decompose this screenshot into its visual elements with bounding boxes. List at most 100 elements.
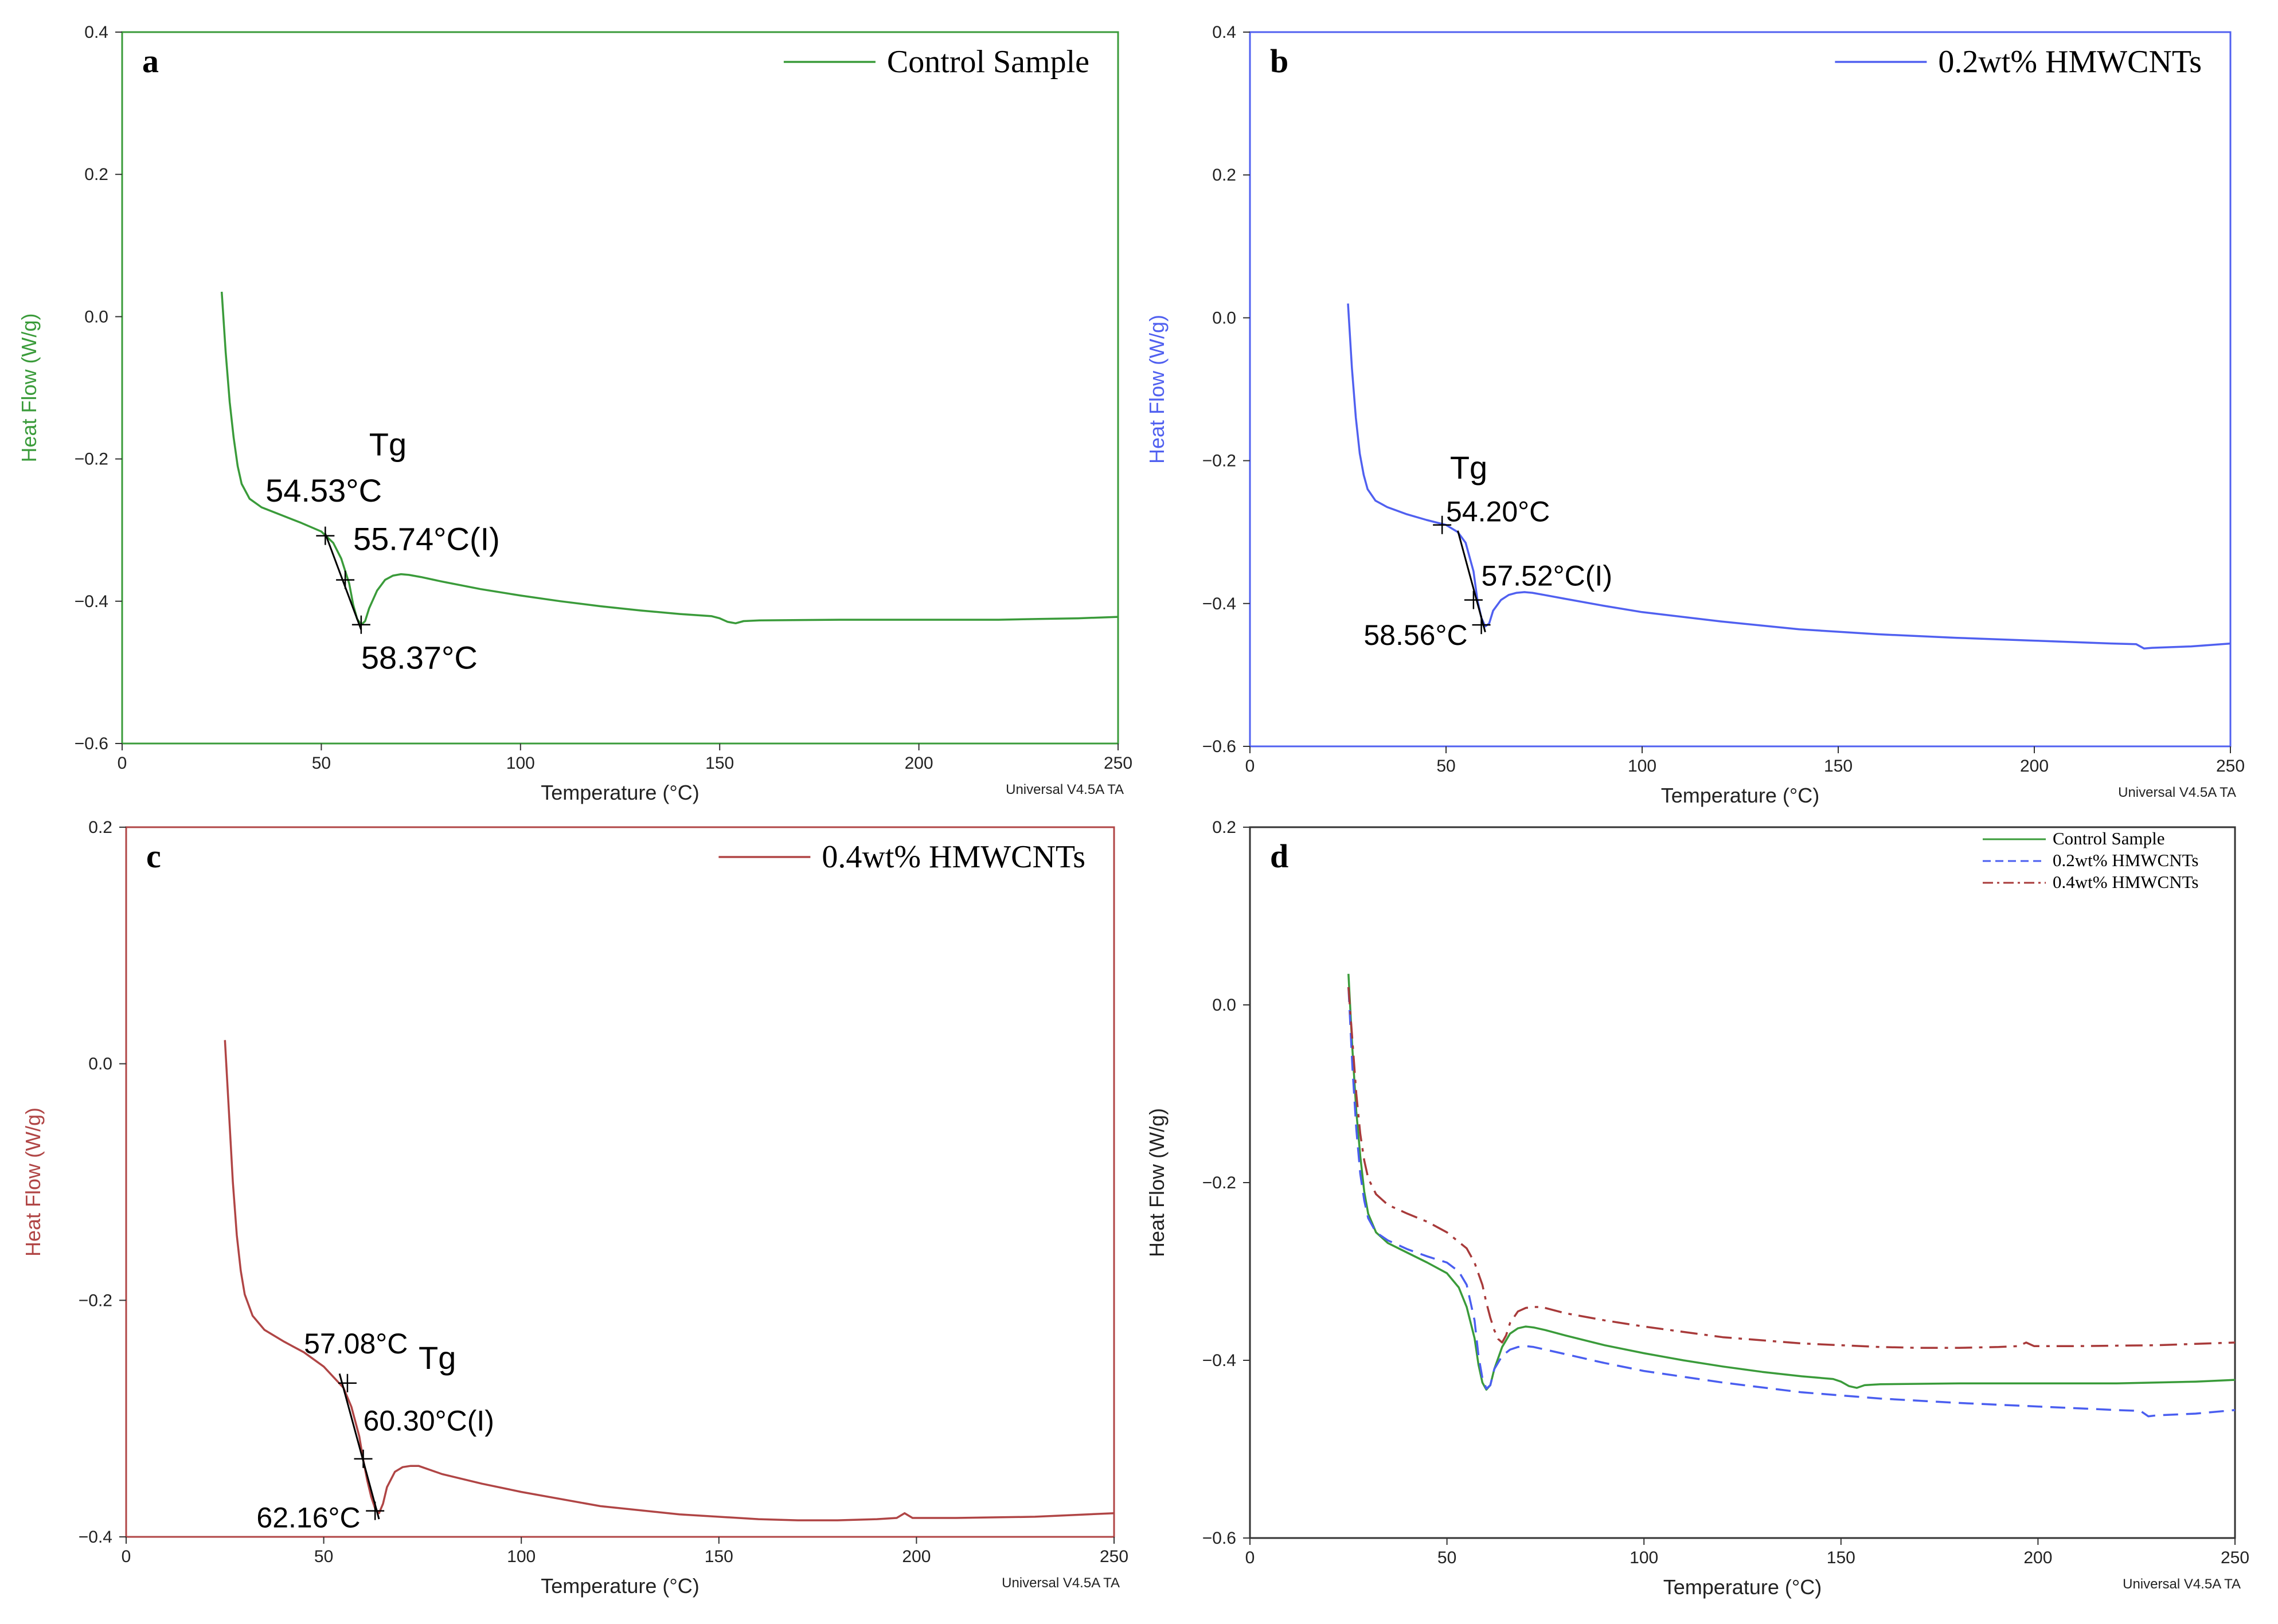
- plot-frame: [121, 31, 1119, 745]
- y-tick-label: 0.0: [84, 307, 108, 326]
- x-tick-label: 200: [902, 1547, 931, 1566]
- series-line-0-2wt-hmwcnts: [1347, 303, 2231, 650]
- legend-label: 0.2wt% HMWCNTs: [1938, 44, 2202, 80]
- plot-frame: [1249, 31, 2232, 748]
- x-tick-label: 0: [1245, 757, 1255, 776]
- x-tick-label: 50: [312, 754, 331, 773]
- x-tick-label: 50: [1437, 1548, 1456, 1567]
- legend-label: 0.4wt% HMWCNTs: [822, 839, 1085, 875]
- series-line-0-2wt-hmwcnts: [1347, 987, 2236, 1418]
- x-tick-label: 150: [1827, 1548, 1855, 1567]
- x-tick-label: 100: [506, 754, 535, 773]
- x-tick-label: 200: [2020, 757, 2049, 776]
- chart-panel-a: 0 50 100 150 200 250 −0.6 −0.4 −0.2 0.0 0.2 0.4 Temp…: [17, 23, 1132, 804]
- panel-label: b: [1270, 42, 1288, 80]
- y-tick-label: 0.4: [1212, 23, 1236, 42]
- annotation-label: 55.74°C(I): [353, 521, 500, 557]
- tg-marker: [336, 570, 355, 589]
- y-tick-label: −0.4: [75, 592, 108, 611]
- annotation-label: 58.56°C: [1363, 619, 1467, 651]
- y-tick-label: −0.4: [79, 1528, 112, 1547]
- x-axis-title: Temperature (°C): [1663, 1575, 1822, 1599]
- y-tick-label: 0.2: [88, 818, 112, 837]
- plot-frame: [1249, 826, 2236, 1539]
- y-tick-label: −0.4: [1202, 594, 1236, 613]
- x-tick-label: 200: [905, 754, 933, 773]
- x-tick-label: 250: [2221, 1548, 2249, 1567]
- x-tick-label: 100: [1630, 1548, 1658, 1567]
- y-tick-label: 0.0: [1212, 996, 1236, 1015]
- annotation-label: 62.16°C: [256, 1501, 360, 1533]
- y-tick-label: −0.2: [79, 1291, 112, 1310]
- x-tick-label: 50: [1436, 757, 1455, 776]
- plot-frame: [125, 826, 1115, 1538]
- tg-marker: [338, 1373, 357, 1392]
- tg-marker: [354, 1449, 373, 1468]
- panel-label: c: [146, 838, 161, 875]
- tg-tangent-line: [1457, 530, 1486, 633]
- x-tick-label: 250: [2216, 757, 2245, 776]
- x-tick-label: 0: [118, 754, 127, 773]
- annotation-label: 60.30°C(I): [364, 1404, 494, 1437]
- y-tick-label: −0.6: [1202, 737, 1236, 756]
- y-axis-title: Heat Flow (W/g): [1145, 315, 1169, 464]
- series-line-control-sample: [220, 291, 1119, 626]
- annotation-label: Tg: [419, 1340, 456, 1376]
- y-tick-label: 0.2: [1212, 166, 1236, 185]
- software-footer: Universal V4.5A TA: [2118, 785, 2236, 800]
- x-tick-label: 250: [1104, 754, 1132, 773]
- x-axis-title: Temperature (°C): [1661, 784, 1819, 807]
- x-tick-label: 100: [1628, 757, 1656, 776]
- software-footer: Universal V4.5A TA: [2123, 1576, 2241, 1592]
- legend: Control Sample: [783, 44, 1089, 80]
- x-tick-label: 0: [122, 1547, 131, 1566]
- legend: 0.4wt% HMWCNTs: [718, 839, 1085, 875]
- y-axis-title: Heat Flow (W/g): [1145, 1108, 1169, 1257]
- software-footer: Universal V4.5A TA: [1006, 782, 1124, 797]
- y-tick-label: 0.2: [84, 165, 108, 184]
- x-tick-label: 150: [705, 1547, 733, 1566]
- x-axis-title: Temperature (°C): [541, 781, 699, 804]
- series-line-control-sample: [1347, 973, 2236, 1391]
- chart-panel-c: 0 50 100 150 200 250 −0.4 −0.2 0.0 0.2 Temperature…: [21, 818, 1128, 1598]
- x-tick-label: 50: [314, 1547, 333, 1566]
- annotation-label: 57.52°C(I): [1482, 560, 1612, 592]
- software-footer: Universal V4.5A TA: [1002, 1575, 1120, 1591]
- chart-panel-d: 0 50 100 150 200 250 −0.6 −0.4 −0.2 0.0 0.2 Tempera…: [1145, 818, 2249, 1599]
- x-tick-label: 150: [705, 754, 734, 773]
- panel-label: d: [1270, 838, 1288, 875]
- tg-marker: [366, 1501, 385, 1520]
- tg-marker: [316, 526, 335, 545]
- y-tick-label: −0.2: [1202, 452, 1236, 471]
- legend-label: Control Sample: [887, 44, 1089, 80]
- x-axis-title: Temperature (°C): [541, 1574, 699, 1598]
- y-tick-label: −0.2: [75, 450, 108, 469]
- legend-label: Control Sample: [2053, 828, 2164, 848]
- legend-label: 0.4wt% HMWCNTs: [2053, 872, 2198, 892]
- y-tick-label: −0.6: [1202, 1529, 1236, 1548]
- y-tick-label: 0.0: [1212, 308, 1236, 327]
- chart-panel-b: 0 50 100 150 200 250 −0.6 −0.4 −0.2 0.0 0.2 0.4 Temp…: [1145, 23, 2245, 807]
- annotation-label: Tg: [369, 426, 407, 462]
- y-tick-label: −0.4: [1202, 1351, 1236, 1370]
- series-line-0-4wt-hmwcnts: [224, 1040, 1115, 1521]
- legend: 0.2wt% HMWCNTs: [1835, 44, 2202, 80]
- annotation-label: 54.53°C: [265, 472, 382, 508]
- annotation-label: Tg: [1450, 449, 1487, 486]
- legend-label: 0.2wt% HMWCNTs: [2053, 850, 2198, 870]
- x-tick-label: 150: [1824, 757, 1853, 776]
- tg-marker: [1433, 515, 1452, 534]
- panel-label: a: [142, 42, 159, 80]
- tg-marker: [351, 615, 370, 634]
- annotation-label: 57.08°C: [304, 1328, 408, 1360]
- annotation-label: 54.20°C: [1446, 496, 1550, 528]
- x-tick-label: 200: [2023, 1548, 2052, 1567]
- series-line-0-4wt-hmwcnts: [1347, 987, 2236, 1349]
- y-tick-label: 0.0: [88, 1055, 112, 1074]
- y-tick-label: 0.4: [84, 23, 108, 42]
- tg-tangent-line: [338, 1373, 380, 1520]
- y-tick-label: −0.2: [1202, 1173, 1236, 1192]
- x-tick-label: 250: [1100, 1547, 1128, 1566]
